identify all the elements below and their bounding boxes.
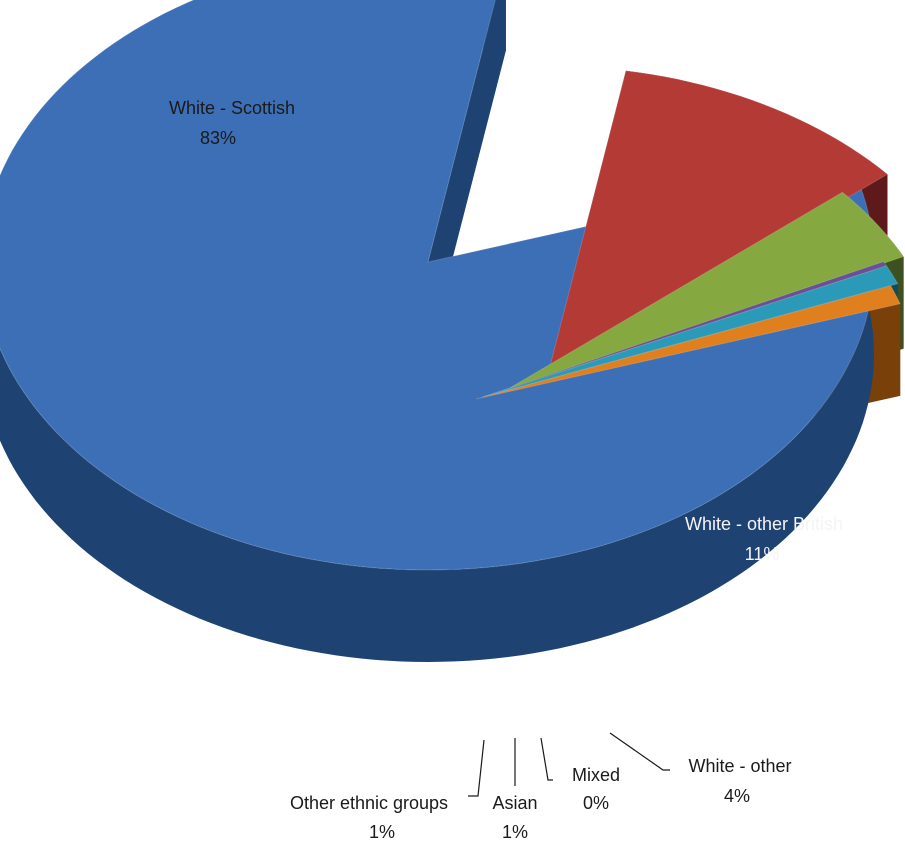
slice-asian <box>482 265 899 398</box>
slice-white-scottish <box>0 0 875 571</box>
slice-white-other <box>502 191 905 393</box>
slice-mixed <box>482 261 888 398</box>
label-value-white-other: 4% <box>724 786 750 806</box>
leader-lines <box>468 732 670 797</box>
label-category-white-other-british: White - other British <box>685 514 843 534</box>
label-category-asian: Asian <box>492 793 537 813</box>
label-category-other-ethnic-groups: Other ethnic groups <box>290 793 448 813</box>
label-value-white-other-british: 11% <box>745 544 780 564</box>
label-category-mixed: Mixed <box>572 765 620 785</box>
slice-white-other-british <box>547 70 889 376</box>
label-value-mixed: 0% <box>583 793 609 813</box>
data-labels: White - Scottish 83% White - other Briti… <box>169 98 843 842</box>
leader-line-mixed <box>540 737 553 781</box>
label-value-other-ethnic-groups: 1% <box>369 822 395 842</box>
label-category-white-other: White - other <box>688 756 791 776</box>
slice-side-other-ethnic-groups <box>890 285 901 396</box>
pie-tops <box>0 0 905 571</box>
label-value-white-scottish: 83% <box>200 128 236 148</box>
label-category-white-scottish: White - Scottish <box>169 98 295 118</box>
leader-line-white-other <box>609 732 670 771</box>
leader-line-other-ethnic-groups <box>468 739 485 797</box>
slice-other-ethnic-groups <box>475 285 901 400</box>
label-value-asian: 1% <box>502 822 528 842</box>
